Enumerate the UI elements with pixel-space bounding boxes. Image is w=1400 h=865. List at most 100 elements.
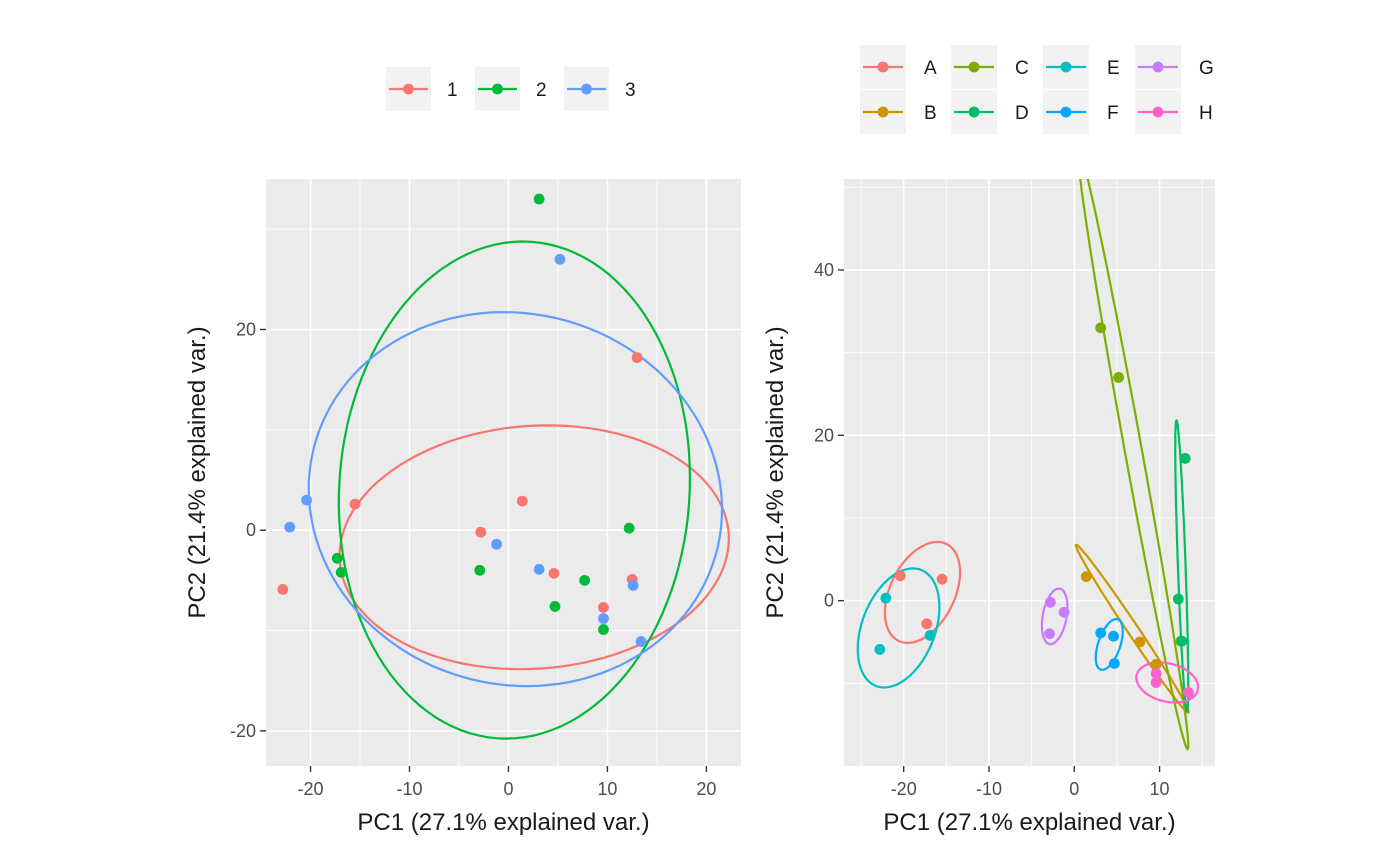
data-point-series-E [874, 644, 886, 655]
legend-item-1: 1 [386, 67, 458, 111]
x-tick-label: -10 [976, 779, 1002, 799]
data-point-series-A [936, 573, 948, 585]
x-tick-label: 20 [696, 779, 716, 799]
legend-key-point [492, 83, 503, 95]
legend-item-F: F [1043, 90, 1119, 134]
data-point-series-G [1044, 596, 1056, 608]
x-tick-label: 0 [1069, 779, 1079, 799]
data-point-series-1 [475, 526, 487, 538]
data-point-series-2 [579, 574, 591, 586]
legend-label: F [1107, 103, 1119, 124]
legend-label: 3 [625, 80, 636, 101]
data-point-series-3 [635, 636, 647, 647]
legend-label: 2 [536, 80, 547, 101]
y-tick-label: 20 [814, 425, 834, 445]
data-point-series-B [1134, 636, 1146, 648]
data-point-series-F [1108, 630, 1119, 642]
pca-plot-clusters: -20 -10 0 10 20 -20 0 20 PC1 (27.1% explained va… [184, 67, 741, 836]
data-point-series-D [1179, 453, 1191, 464]
data-point-series-D [1172, 593, 1184, 605]
data-point-series-3 [301, 494, 312, 506]
legend-label: 1 [447, 80, 458, 101]
x-tick-label: -20 [891, 779, 917, 799]
legend-key-point [1152, 61, 1164, 73]
ellipse-series-C [1079, 179, 1190, 751]
legend: 1 2 3 [386, 67, 636, 111]
legend-key-point [877, 61, 889, 73]
data-point-series-2 [533, 193, 545, 205]
legend-key-point [1152, 106, 1164, 118]
data-point-series-2 [331, 552, 343, 564]
legend-label: A [924, 58, 937, 79]
x-axis-title: PC1 (27.1% explained var.) [357, 809, 649, 836]
legend-label: C [1015, 58, 1029, 79]
data-point-series-1 [277, 583, 289, 595]
y-axis-title: PC2 (21.4% explained var.) [762, 326, 789, 618]
data-point-series-1 [548, 567, 560, 579]
data-point-series-1 [598, 602, 609, 613]
panel-background [266, 179, 741, 766]
y-tick-label: -20 [230, 721, 256, 741]
legend-item-3: 3 [564, 67, 636, 111]
data-point-series-H [1150, 668, 1162, 679]
data-point-series-3 [533, 563, 545, 575]
data-point-series-3 [554, 253, 566, 265]
legend-item-2: 2 [475, 67, 547, 111]
data-point-series-1 [631, 352, 643, 364]
legend-label: B [924, 103, 937, 124]
ellipse-series-A [883, 540, 962, 645]
legend-key-point [1060, 61, 1072, 73]
data-point-series-E [924, 629, 936, 641]
data-point-series-A [894, 570, 906, 582]
legend-item-A: A [860, 45, 937, 89]
legend: A B C D E F G H [860, 45, 1214, 134]
ellipse-series-G [1040, 587, 1069, 646]
data-point-series-B [1150, 658, 1162, 670]
data-point-series-2 [598, 624, 609, 635]
data-point-series-H [1150, 677, 1162, 688]
ellipse-series-H [1135, 661, 1200, 704]
data-point-series-2 [335, 566, 347, 578]
y-tick-label: 40 [814, 260, 834, 280]
data-point-series-3 [627, 579, 639, 591]
legend-key-point [877, 106, 889, 118]
x-tick-label: -10 [396, 779, 422, 799]
data-point-series-3 [284, 521, 296, 533]
pca-plot-groups: -20 -10 0 10 0 20 40 PC1 (27.1% explained var.)… [762, 45, 1215, 836]
legend-label: D [1015, 103, 1029, 124]
data-point-series-G [1058, 606, 1070, 618]
data-point-series-A [921, 618, 933, 630]
legend-item-E: E [1043, 45, 1120, 89]
legend-label: G [1199, 58, 1214, 79]
ellipse-series-2 [337, 240, 692, 740]
data-point-series-3 [491, 538, 502, 550]
y-axis-title: PC2 (21.4% explained var.) [184, 326, 211, 618]
x-tick-label: 0 [503, 779, 513, 799]
ellipse-series-F [1094, 617, 1124, 671]
data-point-series-H [1183, 687, 1194, 698]
data-point-series-C [1113, 372, 1125, 383]
legend-key-point [968, 106, 980, 118]
y-tick-label: 0 [824, 591, 834, 611]
x-tick-label: 10 [597, 779, 617, 799]
ellipse-series-E [856, 567, 941, 689]
legend-item-C: C [951, 45, 1029, 89]
x-tick-label: -20 [298, 779, 324, 799]
data-point-series-3 [598, 613, 609, 624]
x-tick-label: 10 [1150, 779, 1170, 799]
legend-item-H: H [1135, 90, 1213, 134]
data-point-series-B [1080, 571, 1092, 583]
data-point-series-2 [474, 564, 486, 576]
legend-label: E [1107, 58, 1120, 79]
data-point-series-2 [549, 601, 561, 612]
legend-key-point [403, 83, 414, 95]
data-point-series-F [1108, 658, 1120, 669]
ellipse-series-3 [307, 310, 724, 688]
data-point-series-2 [623, 522, 635, 534]
data-point-series-1 [516, 495, 528, 507]
data-point-series-D [1176, 635, 1188, 647]
data-point-series-C [1095, 322, 1107, 334]
legend-key-point [1060, 106, 1072, 118]
legend-label: H [1199, 103, 1213, 124]
